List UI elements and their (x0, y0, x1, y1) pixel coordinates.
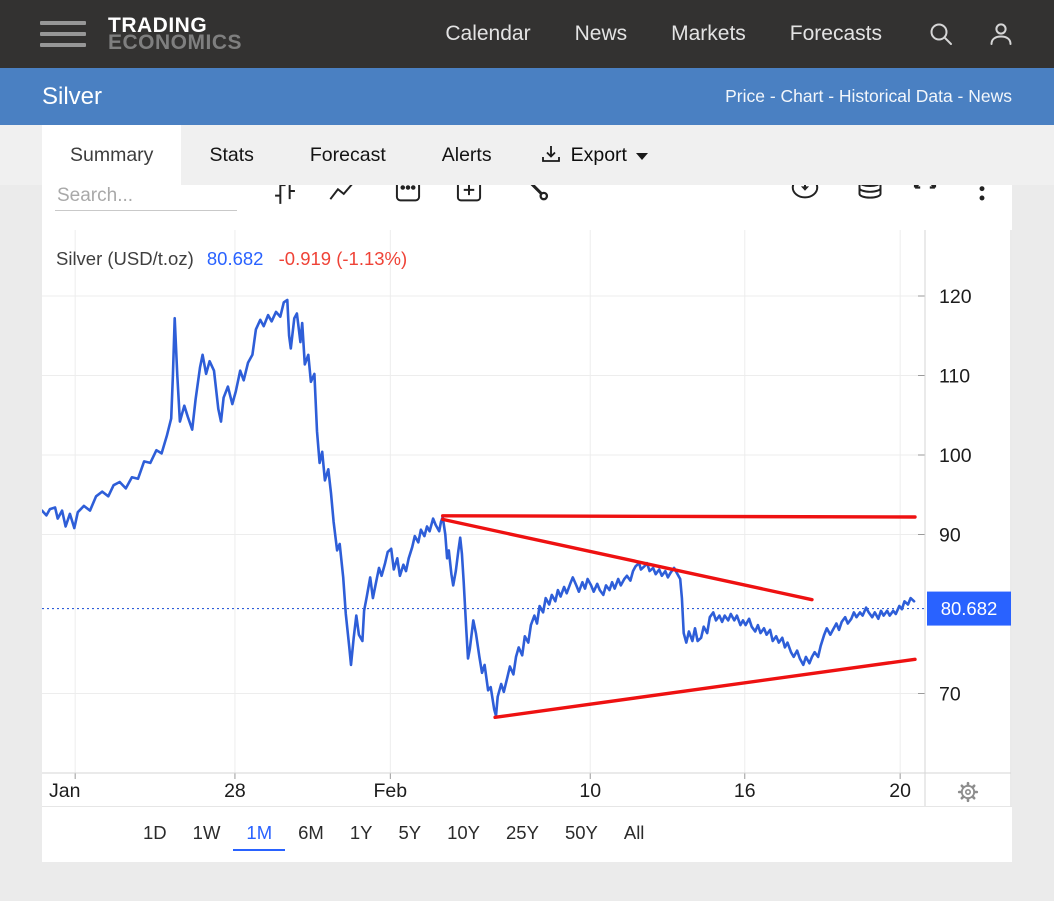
line-chart-type-icon[interactable] (328, 185, 356, 205)
y-axis-label: 100 (939, 445, 972, 467)
x-axis-label: 16 (734, 780, 756, 802)
range-button-5y[interactable]: 5Y (398, 822, 422, 843)
trendline[interactable] (493, 657, 917, 720)
range-button-6m[interactable]: 6M (298, 822, 324, 843)
chart-legend: Silver (USD/t.oz) 80.682 -0.919 (-1.13%) (56, 248, 407, 270)
instrument-section-links[interactable]: Price - Chart - Historical Data - News (725, 86, 1012, 106)
download-chart-icon[interactable] (791, 185, 819, 205)
calendar-icon[interactable] (394, 185, 422, 205)
compare-add-icon[interactable] (455, 185, 483, 205)
range-button-1m[interactable]: 1M (233, 818, 286, 851)
y-axis-label: 70 (939, 683, 961, 705)
trendline[interactable] (441, 514, 917, 519)
export-dropdown-button[interactable]: Export (520, 125, 668, 185)
tab-forecast[interactable]: Forecast (309, 143, 386, 166)
range-selector: 1D 1W 1M 6M 1Y 5Y 10Y 25Y 50Y All (42, 806, 1012, 862)
download-tray-icon (541, 146, 560, 162)
range-button-1d[interactable]: 1D (143, 822, 167, 843)
x-axis-label: 10 (579, 780, 601, 802)
export-label: Export (570, 143, 627, 166)
draw-tool-icon[interactable] (523, 185, 551, 205)
main-nav-links: Calendar News Markets Forecasts (445, 22, 882, 46)
current-price-badge (927, 591, 1011, 626)
range-button-all[interactable]: All (623, 822, 645, 843)
trading-economics-logo[interactable]: TRADING ECONOMICS (108, 14, 243, 54)
bar-chart-type-icon[interactable] (271, 185, 299, 205)
x-axis-label: Feb (374, 780, 408, 802)
range-button-10y[interactable]: 10Y (447, 822, 481, 843)
more-menu-kebab-icon[interactable] (968, 185, 996, 205)
range-button-25y[interactable]: 25Y (506, 822, 539, 843)
user-account-icon[interactable] (988, 21, 1014, 47)
price-series-line (40, 298, 916, 718)
hamburger-menu-icon[interactable] (40, 21, 86, 47)
chevron-down-icon (635, 152, 648, 160)
chart-card: Silver (USD/t.oz) 80.682 -0.919 (-1.13%)… (40, 185, 1012, 862)
axis-settings-gear-icon[interactable] (957, 781, 979, 803)
range-button-1y[interactable]: 1Y (349, 822, 373, 843)
y-axis-label: 90 (939, 524, 961, 546)
x-axis-label: 20 (889, 780, 911, 802)
tab-stats[interactable]: Stats (209, 143, 254, 166)
series-name: Silver (USD/t.oz) (56, 248, 194, 269)
search-input[interactable] (55, 185, 237, 211)
x-axis-label: Jan (49, 780, 80, 802)
chart-toolbar (42, 185, 1012, 217)
tab-summary[interactable]: Summary (42, 125, 182, 185)
range-button-1w[interactable]: 1W (192, 822, 221, 843)
x-axis-label: 28 (224, 780, 246, 802)
search-icon[interactable] (928, 21, 954, 47)
price-chart[interactable]: 80.682 70 90 100 110 120 Jan 28 Feb 10 16 20 (40, 230, 1012, 806)
top-navbar: TRADING ECONOMICS Calendar News Markets … (0, 0, 1054, 68)
tab-bar: Summary Stats Forecast Alerts Export (0, 125, 1054, 185)
nav-link-calendar[interactable]: Calendar (445, 22, 531, 45)
nav-link-markets[interactable]: Markets (671, 22, 746, 45)
range-button-50y[interactable]: 50Y (564, 822, 598, 843)
y-axis-label: 120 (939, 286, 972, 308)
tab-alerts[interactable]: Alerts (441, 143, 492, 166)
trendline[interactable] (441, 517, 814, 602)
instrument-title-bar: Silver Price - Chart - Historical Data -… (0, 68, 1054, 125)
price-change: -0.919 (-1.13%) (278, 248, 408, 269)
current-price-badge-label: 80.682 (941, 598, 998, 619)
logo-line-2: ECONOMICS (108, 31, 243, 54)
nav-link-news[interactable]: News (574, 22, 628, 45)
nav-link-forecasts[interactable]: Forecasts (789, 22, 882, 45)
page-title: Silver (42, 82, 103, 110)
y-axis-label: 110 (939, 365, 970, 387)
chart-area: Silver (USD/t.oz) 80.682 -0.919 (-1.13%)… (40, 230, 1012, 806)
fullscreen-icon[interactable] (911, 185, 939, 205)
logo-line-1: TRADING (108, 14, 208, 37)
data-source-icon[interactable] (856, 185, 884, 205)
last-price: 80.682 (206, 248, 264, 269)
